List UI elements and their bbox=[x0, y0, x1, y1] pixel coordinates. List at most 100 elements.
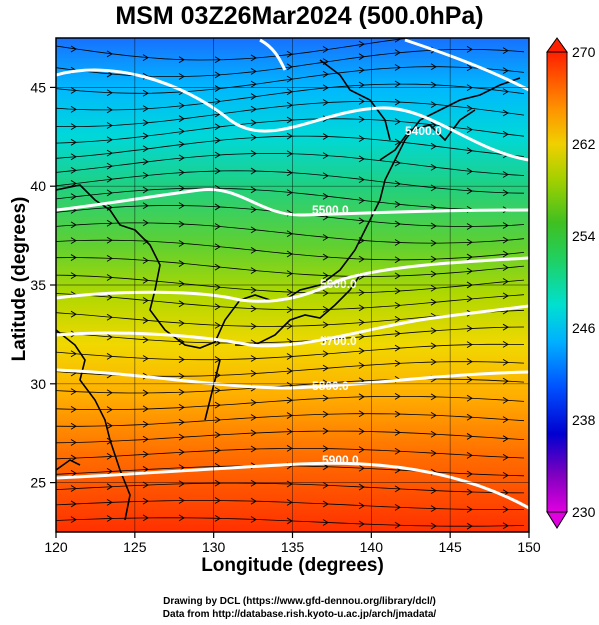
streamline-arrow bbox=[70, 350, 77, 358]
streamline-arrow bbox=[322, 152, 329, 160]
streamline-arrow bbox=[502, 278, 509, 285]
streamline-arrow bbox=[394, 49, 401, 57]
streamline-arrow bbox=[430, 222, 437, 230]
streamline-arrow bbox=[214, 71, 221, 79]
streamline-arrow bbox=[214, 151, 221, 159]
streamline-arrow bbox=[466, 325, 473, 332]
streamline-arrow bbox=[502, 264, 509, 272]
streamline-arrow bbox=[178, 433, 185, 441]
streamline-arrow bbox=[430, 342, 437, 350]
map-title: MSM 03Z26Mar2024 (500.0hPa) bbox=[115, 2, 484, 30]
streamline-arrow bbox=[323, 538, 328, 544]
colorbar-tick-label: 254 bbox=[572, 228, 596, 244]
streamline bbox=[56, 500, 525, 510]
streamline-arrow bbox=[358, 40, 365, 48]
streamline-arrow bbox=[286, 306, 293, 314]
streamline-arrow bbox=[70, 87, 77, 94]
streamline-arrow bbox=[178, 356, 185, 363]
streamline-arrow bbox=[214, 401, 221, 409]
streamline-arrow bbox=[106, 106, 113, 114]
streamline-arrow bbox=[143, 531, 144, 532]
streamline-arrow bbox=[322, 427, 329, 435]
streamline-arrow bbox=[358, 427, 365, 435]
streamline-arrow bbox=[430, 255, 437, 263]
streamline-arrow bbox=[214, 479, 221, 487]
streamline-arrow bbox=[214, 56, 221, 64]
streamline-arrow bbox=[178, 260, 185, 267]
colorbar-tick-label: 270 bbox=[572, 44, 596, 60]
streamline-arrow bbox=[430, 449, 437, 457]
streamline-arrow bbox=[70, 254, 77, 261]
streamline-arrow bbox=[502, 453, 509, 461]
streamline-arrow bbox=[106, 149, 113, 157]
streamline-arrow bbox=[394, 521, 401, 529]
streamline-arrow bbox=[286, 189, 293, 197]
streamline-arrow bbox=[214, 446, 221, 454]
colorbar-tick-label: 262 bbox=[572, 136, 596, 152]
streamline-arrow bbox=[106, 498, 113, 506]
streamline-arrow bbox=[286, 169, 293, 177]
colorbar-ticks: 270 262 254 246 238 230 bbox=[572, 44, 596, 520]
streamline-arrow bbox=[142, 405, 149, 413]
streamline-arrow bbox=[466, 253, 473, 261]
streamline-arrow bbox=[70, 105, 77, 113]
streamline-arrow bbox=[70, 153, 77, 161]
streamline-arrow bbox=[286, 63, 293, 71]
streamline-arrow bbox=[322, 481, 329, 489]
streamline-arrow bbox=[106, 422, 113, 430]
streamline bbox=[56, 430, 525, 444]
streamline-arrow bbox=[106, 162, 113, 170]
streamline bbox=[56, 170, 525, 194]
streamline-arrow bbox=[106, 293, 113, 301]
streamline-arrow bbox=[358, 135, 365, 142]
streamline bbox=[56, 83, 525, 111]
streamline-arrow bbox=[214, 223, 221, 230]
streamline-arrow bbox=[142, 119, 149, 127]
streamline-arrow bbox=[214, 263, 221, 271]
streamline-arrow bbox=[142, 297, 149, 304]
streamline-arrow bbox=[70, 166, 77, 174]
streamline-arrow bbox=[358, 483, 365, 491]
streamline-arrow bbox=[214, 303, 221, 311]
streamline-arrow bbox=[466, 64, 473, 72]
streamline-arrow bbox=[106, 452, 113, 460]
streamline-arrow bbox=[358, 362, 365, 369]
contour-line bbox=[56, 461, 529, 510]
streamline-arrow bbox=[358, 304, 365, 312]
streamline-arrow bbox=[322, 234, 329, 241]
streamline bbox=[56, 482, 525, 494]
x-tick-label: 125 bbox=[123, 539, 147, 555]
x-tick-label: 145 bbox=[438, 539, 462, 555]
streamline-arrow bbox=[395, 540, 400, 546]
streamline-arrow bbox=[70, 180, 77, 187]
streamline-arrow bbox=[107, 531, 108, 532]
streamline-arrow bbox=[251, 535, 256, 541]
streamline-arrow bbox=[466, 126, 473, 134]
streamline-arrow bbox=[394, 159, 401, 167]
streamline-arrow bbox=[70, 388, 77, 395]
streamline-arrow bbox=[430, 142, 437, 150]
streamline-arrow bbox=[430, 63, 437, 71]
streamline-arrow bbox=[214, 321, 221, 329]
streamline-arrow bbox=[466, 295, 473, 303]
streamline-arrow bbox=[178, 140, 185, 148]
streamline bbox=[56, 135, 525, 159]
streamline-arrow bbox=[502, 88, 509, 95]
streamline-arrow bbox=[178, 388, 185, 396]
x-tick-labels: 120 125 130 135 140 145 150 bbox=[44, 539, 541, 555]
streamline-arrow bbox=[358, 289, 365, 297]
streamline-arrow bbox=[106, 313, 113, 321]
streamline-arrow bbox=[466, 506, 473, 513]
streamline-arrow bbox=[358, 347, 365, 355]
streamline-arrow bbox=[430, 505, 437, 513]
streamline-arrow bbox=[70, 439, 77, 446]
streamline-arrow bbox=[106, 70, 113, 78]
streamline-arrow bbox=[322, 133, 329, 140]
streamline-arrow bbox=[142, 435, 149, 443]
streamline bbox=[56, 187, 525, 211]
streamline-arrow bbox=[394, 118, 401, 125]
streamline-arrow bbox=[502, 416, 509, 423]
streamline-arrow bbox=[430, 284, 437, 292]
streamline-arrow bbox=[250, 429, 257, 437]
streamline-arrow bbox=[142, 158, 149, 166]
